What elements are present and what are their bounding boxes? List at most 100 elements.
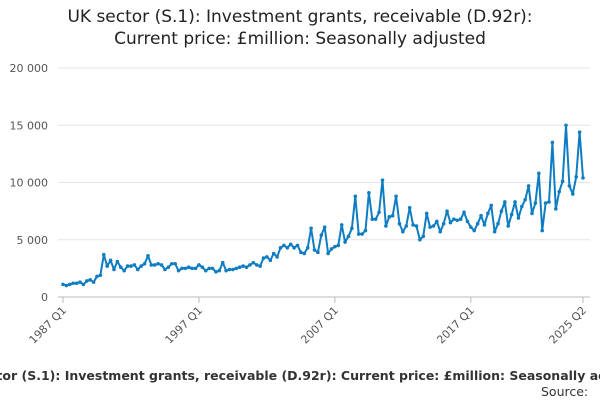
point bbox=[203, 268, 208, 273]
point bbox=[214, 270, 218, 274]
point bbox=[581, 176, 585, 180]
point bbox=[394, 194, 398, 199]
point bbox=[244, 265, 249, 270]
point bbox=[305, 245, 310, 250]
y-tick-label: 5 000 bbox=[17, 234, 49, 247]
point bbox=[455, 218, 460, 223]
point bbox=[482, 223, 487, 227]
point bbox=[411, 223, 415, 227]
point bbox=[414, 224, 419, 228]
point bbox=[115, 259, 120, 264]
point bbox=[387, 215, 392, 219]
point bbox=[384, 224, 388, 228]
point bbox=[316, 250, 320, 255]
point bbox=[428, 225, 432, 229]
point bbox=[241, 264, 245, 268]
point bbox=[61, 282, 65, 287]
point bbox=[78, 280, 82, 284]
point bbox=[251, 260, 256, 265]
x-tick-label: 1997 Q1 bbox=[163, 304, 206, 347]
point bbox=[520, 204, 524, 209]
point bbox=[278, 245, 283, 250]
point bbox=[285, 245, 290, 250]
point bbox=[135, 267, 140, 272]
y-tick-label: 15 000 bbox=[10, 119, 49, 132]
y-tick-label: 10 000 bbox=[10, 177, 49, 190]
point bbox=[132, 263, 137, 267]
point bbox=[441, 221, 446, 226]
x-tick-label: 1987 Q1 bbox=[27, 304, 70, 347]
point bbox=[217, 268, 222, 273]
point bbox=[101, 252, 106, 257]
point bbox=[173, 261, 177, 266]
point bbox=[479, 213, 483, 218]
point bbox=[88, 278, 92, 282]
x-tick-label: 2017 Q1 bbox=[434, 304, 477, 347]
point bbox=[302, 251, 307, 256]
point bbox=[370, 217, 375, 221]
x-tick-label: 2025 Q2 bbox=[547, 304, 590, 347]
point bbox=[465, 219, 470, 224]
point bbox=[237, 265, 242, 270]
point bbox=[190, 266, 194, 271]
point bbox=[350, 226, 354, 231]
x-tick-label: 2007 Q1 bbox=[298, 304, 341, 347]
point bbox=[435, 219, 439, 224]
point bbox=[540, 228, 545, 233]
point bbox=[526, 184, 531, 188]
point bbox=[543, 201, 548, 205]
point bbox=[224, 268, 228, 273]
point bbox=[91, 280, 96, 284]
point bbox=[326, 251, 330, 256]
point bbox=[445, 209, 449, 213]
point bbox=[448, 220, 453, 225]
point bbox=[275, 255, 279, 259]
point bbox=[288, 242, 293, 247]
point bbox=[261, 256, 266, 260]
point bbox=[149, 263, 154, 267]
point bbox=[503, 200, 507, 204]
footer: UK sector (S.1): Investment grants, rece… bbox=[0, 368, 600, 383]
point bbox=[506, 224, 511, 228]
point bbox=[71, 281, 75, 286]
point bbox=[156, 261, 160, 266]
point bbox=[418, 237, 422, 242]
point bbox=[424, 211, 429, 216]
point bbox=[200, 265, 205, 270]
point bbox=[271, 251, 276, 256]
point bbox=[258, 264, 262, 268]
point bbox=[166, 265, 171, 270]
point bbox=[159, 263, 164, 267]
point bbox=[397, 221, 402, 226]
point bbox=[516, 216, 521, 220]
point bbox=[125, 264, 130, 268]
point bbox=[431, 224, 436, 228]
point bbox=[557, 189, 562, 194]
point bbox=[537, 171, 541, 176]
point bbox=[282, 243, 286, 248]
chart-title: UK sector (S.1): Investment grants, rece… bbox=[67, 7, 533, 49]
point bbox=[390, 213, 395, 218]
point bbox=[220, 260, 225, 265]
point bbox=[248, 263, 252, 267]
point bbox=[571, 192, 575, 196]
point bbox=[489, 203, 494, 208]
point bbox=[295, 243, 300, 248]
point bbox=[67, 282, 72, 287]
point bbox=[139, 264, 143, 268]
point bbox=[523, 197, 528, 202]
point bbox=[193, 266, 198, 271]
point bbox=[336, 243, 341, 248]
point bbox=[64, 283, 69, 288]
point bbox=[567, 184, 572, 188]
point bbox=[312, 248, 317, 252]
point bbox=[496, 221, 500, 226]
point bbox=[186, 265, 191, 270]
point bbox=[377, 210, 381, 215]
point bbox=[299, 250, 303, 255]
point bbox=[547, 200, 551, 204]
point bbox=[234, 266, 239, 271]
point bbox=[574, 174, 579, 179]
point bbox=[268, 258, 273, 263]
